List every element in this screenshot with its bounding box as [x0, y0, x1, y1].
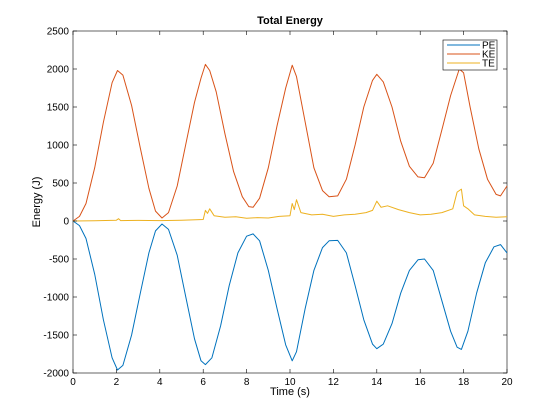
y-axis: -2000 -1500 -1000 -500 0 500 1000 1500 2000 2500 [43, 27, 507, 380]
x-tick-label: 2 [114, 377, 120, 388]
plot-lines [72, 63, 508, 371]
y-tick-label: 2000 [47, 65, 70, 76]
legend-label-te: TE [482, 59, 495, 70]
x-tick-label: 10 [284, 377, 296, 388]
x-axis: 0 2 4 6 8 10 12 14 16 18 20 [70, 31, 513, 388]
y-tick-label: -2000 [43, 369, 69, 380]
y-tick-label: -1500 [43, 331, 69, 342]
x-tick-label: 12 [328, 377, 340, 388]
chart-title: Total Energy [257, 15, 324, 27]
x-axis-label: Time (s) [270, 386, 310, 398]
x-tick-label: 4 [157, 377, 163, 388]
x-tick-label: 6 [200, 377, 206, 388]
y-tick-label: 500 [52, 179, 69, 190]
series-line-ke [72, 63, 508, 222]
legend-label-pe: PE [482, 41, 496, 52]
x-tick-label: 8 [244, 377, 250, 388]
series-line-te [72, 188, 508, 222]
y-tick-label: 1500 [47, 103, 70, 114]
legend: PE KE TE [442, 39, 498, 71]
y-tick-label: 2500 [47, 27, 70, 38]
series-line-pe [72, 220, 508, 371]
plot-area [72, 30, 508, 374]
x-tick-label: 0 [70, 377, 76, 388]
x-tick-label: 20 [501, 377, 513, 388]
legend-label-ke: KE [482, 50, 496, 61]
x-tick-label: 14 [371, 377, 383, 388]
x-tick-label: 16 [415, 377, 427, 388]
y-tick-label: -500 [49, 255, 69, 266]
y-axis-label: Energy (J) [31, 177, 43, 228]
y-tick-label: -1000 [43, 293, 69, 304]
y-tick-label: 0 [63, 217, 69, 228]
x-tick-label: 18 [458, 377, 470, 388]
y-tick-label: 1000 [47, 141, 70, 152]
